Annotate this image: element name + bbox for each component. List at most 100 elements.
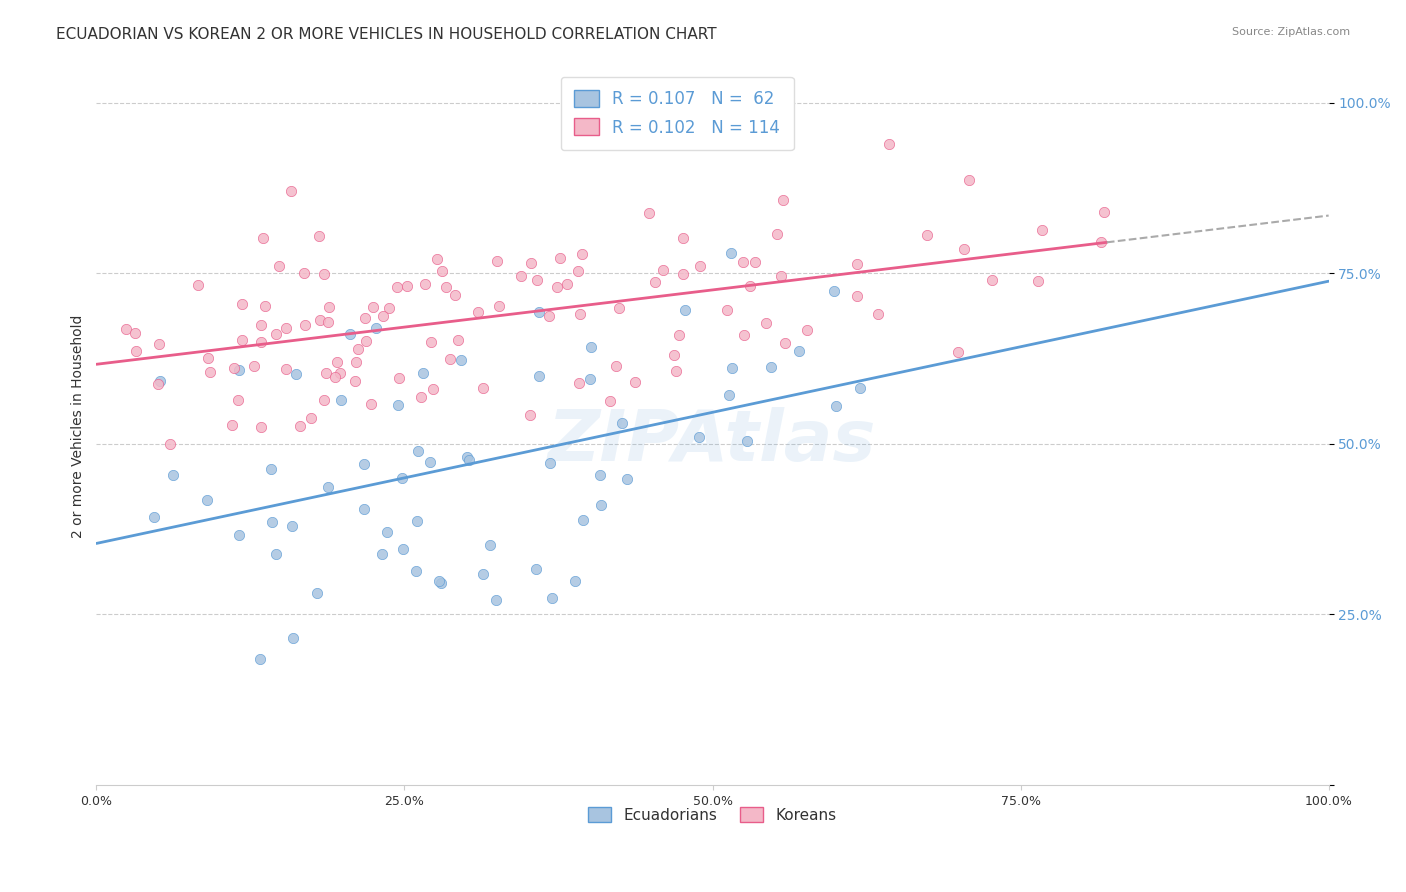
Point: [716, 303, 738, 318]
Point: [796, 323, 818, 337]
Point: [312, 267, 335, 281]
Point: [567, 263, 589, 277]
Point: [787, 343, 810, 358]
Point: [946, 344, 969, 359]
Point: [243, 359, 266, 373]
Point: [392, 541, 415, 556]
Point: [571, 247, 593, 261]
Text: ZIPAtlas: ZIPAtlas: [548, 407, 877, 475]
Point: [353, 457, 375, 471]
Point: [731, 255, 754, 269]
Point: [409, 390, 432, 404]
Point: [772, 193, 794, 207]
Point: [253, 299, 276, 313]
Point: [316, 480, 339, 494]
Point: [591, 498, 613, 512]
Point: [231, 297, 253, 311]
Point: [761, 360, 783, 375]
Point: [187, 277, 209, 292]
Point: [546, 279, 568, 293]
Point: [264, 547, 287, 561]
Point: [472, 381, 495, 395]
Point: [343, 374, 366, 388]
Point: [581, 340, 603, 354]
Point: [250, 420, 273, 434]
Point: [755, 317, 778, 331]
Point: [665, 364, 688, 378]
Point: [644, 275, 666, 289]
Point: [1092, 205, 1115, 219]
Point: [391, 470, 413, 484]
Point: [228, 363, 250, 377]
Point: [773, 335, 796, 350]
Point: [917, 227, 939, 242]
Point: [388, 371, 411, 385]
Point: [579, 372, 602, 386]
Point: [467, 305, 489, 319]
Point: [142, 509, 165, 524]
Point: [347, 342, 370, 356]
Point: [249, 334, 271, 349]
Point: [434, 280, 457, 294]
Point: [652, 263, 675, 277]
Point: [662, 348, 685, 362]
Point: [228, 527, 250, 541]
Point: [735, 434, 758, 449]
Point: [249, 652, 271, 666]
Point: [159, 437, 181, 451]
Point: [564, 574, 586, 588]
Point: [262, 515, 284, 529]
Point: [406, 514, 429, 528]
Point: [845, 257, 868, 271]
Point: [250, 318, 273, 333]
Point: [721, 361, 744, 376]
Point: [162, 468, 184, 483]
Point: [281, 518, 304, 533]
Point: [280, 184, 302, 198]
Point: [472, 566, 495, 581]
Point: [488, 299, 510, 313]
Point: [422, 382, 444, 396]
Point: [485, 253, 508, 268]
Point: [733, 328, 755, 343]
Point: [879, 136, 901, 151]
Point: [361, 300, 384, 314]
Point: [292, 266, 315, 280]
Point: [405, 565, 427, 579]
Point: [589, 467, 612, 482]
Point: [354, 310, 377, 325]
Point: [823, 285, 845, 299]
Point: [146, 376, 169, 391]
Point: [744, 254, 766, 268]
Point: [526, 273, 548, 287]
Point: [354, 334, 377, 349]
Point: [259, 462, 281, 476]
Point: [572, 513, 595, 527]
Point: [316, 315, 339, 329]
Point: [309, 313, 332, 327]
Point: [299, 410, 322, 425]
Point: [294, 318, 316, 332]
Point: [305, 586, 328, 600]
Point: [673, 303, 696, 318]
Point: [231, 334, 253, 348]
Point: [281, 631, 304, 645]
Point: [609, 301, 631, 316]
Point: [450, 353, 472, 368]
Point: [269, 259, 291, 273]
Point: [222, 360, 245, 375]
Point: [740, 278, 762, 293]
Point: [569, 307, 592, 321]
Point: [849, 381, 872, 395]
Point: [149, 374, 172, 388]
Point: [568, 376, 591, 390]
Point: [197, 351, 219, 366]
Point: [415, 277, 437, 291]
Point: [124, 326, 146, 341]
Point: [406, 443, 429, 458]
Point: [412, 366, 434, 380]
Point: [541, 591, 564, 605]
Point: [980, 273, 1002, 287]
Point: [444, 287, 467, 301]
Point: [957, 173, 980, 187]
